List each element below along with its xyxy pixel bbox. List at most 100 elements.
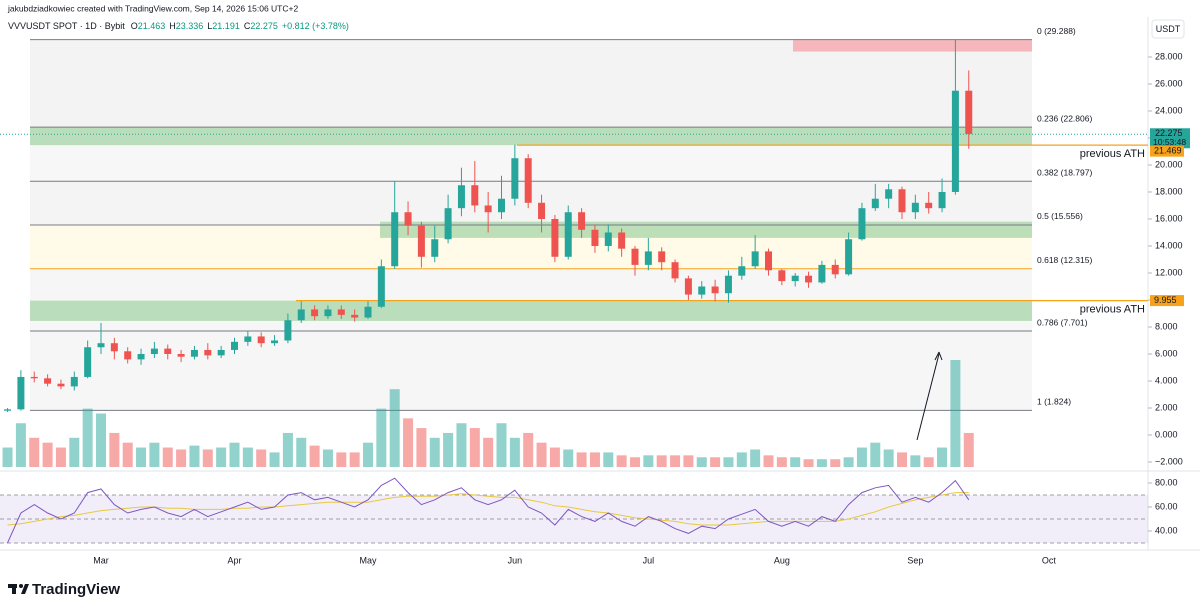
volume-bar [496, 423, 507, 467]
candle-body [377, 266, 385, 307]
y-tick-label: 6.000 [1155, 348, 1178, 358]
candle-body [498, 198, 505, 213]
quote-key: L [207, 21, 212, 31]
candle-body [150, 348, 158, 354]
volume-bar [282, 432, 293, 467]
candle-body [524, 158, 532, 203]
candle-body [618, 232, 626, 249]
volume-bar [96, 413, 106, 467]
candle-body [444, 208, 452, 240]
volume-bar [963, 432, 974, 467]
currency: USDT [1156, 24, 1181, 34]
volume-bar [736, 452, 747, 467]
candle-body [97, 343, 105, 348]
quote-key: C [244, 21, 251, 31]
candle-body [604, 232, 612, 246]
candle-body [84, 347, 92, 377]
candle-body [538, 202, 546, 219]
credit: jakubdziadkowiec created with TradingVie… [7, 3, 298, 13]
volume-bar [376, 408, 387, 467]
quote-value: 22.275 [250, 21, 278, 31]
volume-bar [336, 452, 347, 467]
volume-bar [483, 437, 494, 467]
zone [30, 127, 1032, 146]
volume-bar [2, 447, 13, 467]
volume-bar [42, 442, 53, 467]
candle-body [324, 309, 332, 317]
y-tick-label: 2.000 [1155, 402, 1178, 412]
volume-bar [643, 455, 654, 467]
volume-bar [429, 437, 440, 467]
candle-body [925, 202, 933, 209]
candle-body [898, 189, 906, 213]
volume-bar [363, 442, 373, 467]
volume-bar [176, 449, 187, 467]
volume-bar [696, 457, 707, 467]
x-tick-label: Jul [643, 555, 655, 565]
candle-body [698, 286, 706, 295]
volume-bar [630, 457, 640, 467]
rsi-line [7, 477, 970, 544]
fib-label: 0.786 (7.701) [1037, 317, 1088, 327]
logo-part [19, 584, 23, 588]
volume-bar [136, 447, 147, 467]
volume-bar [536, 442, 547, 467]
volume-bar [509, 437, 520, 467]
volume-bar [790, 457, 801, 467]
candle-body [364, 306, 372, 318]
volume-bar [670, 455, 681, 467]
candle-body [671, 262, 679, 279]
volume-bar [256, 449, 267, 467]
volume-bar [883, 449, 894, 467]
y-tick-label: 20.000 [1155, 159, 1183, 169]
candle-body [70, 376, 78, 387]
candle-body [951, 90, 959, 192]
volume-bar [523, 432, 534, 467]
candle-body [805, 275, 813, 283]
volume-bar [910, 455, 921, 467]
candle-body [44, 378, 52, 384]
ath-tag-label: 21.469 [1154, 146, 1182, 156]
ath-tag-label: 9.955 [1154, 295, 1177, 305]
candle-body [591, 229, 599, 246]
candle-body [751, 251, 759, 267]
rsi-tick-label: 60.00 [1155, 501, 1178, 511]
volume-bar [937, 447, 948, 467]
volume-bar [456, 423, 467, 467]
zone [793, 39, 1032, 52]
fib-label: 0.618 (12.315) [1037, 255, 1092, 265]
y-tick-label: −2.000 [1155, 456, 1183, 466]
candle-body [724, 275, 732, 294]
candle-body [17, 376, 25, 410]
candle-body [244, 336, 252, 342]
ath-label: previous ATH [1080, 148, 1145, 160]
volume-bar [29, 437, 40, 467]
fib-band [30, 268, 1032, 332]
candle-body [858, 208, 866, 240]
volume-bar [242, 447, 253, 467]
y-tick-label: 28.000 [1155, 51, 1183, 61]
volume-bar [843, 457, 854, 467]
candle-body [578, 212, 586, 230]
volume-bar [897, 452, 907, 467]
fib-label: 0 (29.288) [1037, 26, 1076, 36]
quote-change: +0.812 (+3.78%) [282, 21, 349, 31]
candle-body [457, 185, 465, 209]
y-tick-label: 8.000 [1155, 321, 1178, 331]
candle-body [644, 251, 652, 265]
candle-body [164, 348, 172, 354]
volume-bar [563, 449, 574, 467]
volume-bar [55, 447, 66, 467]
candle-body [257, 336, 265, 344]
volume-bar [683, 455, 694, 467]
candle-body [791, 275, 799, 282]
candle-body [778, 270, 786, 282]
volume-bar [443, 432, 454, 467]
candle-body [57, 383, 65, 387]
logo-part [21, 584, 29, 594]
volume-bar [750, 449, 761, 467]
volume-bar [109, 432, 120, 467]
x-tick-label: Apr [227, 555, 241, 565]
